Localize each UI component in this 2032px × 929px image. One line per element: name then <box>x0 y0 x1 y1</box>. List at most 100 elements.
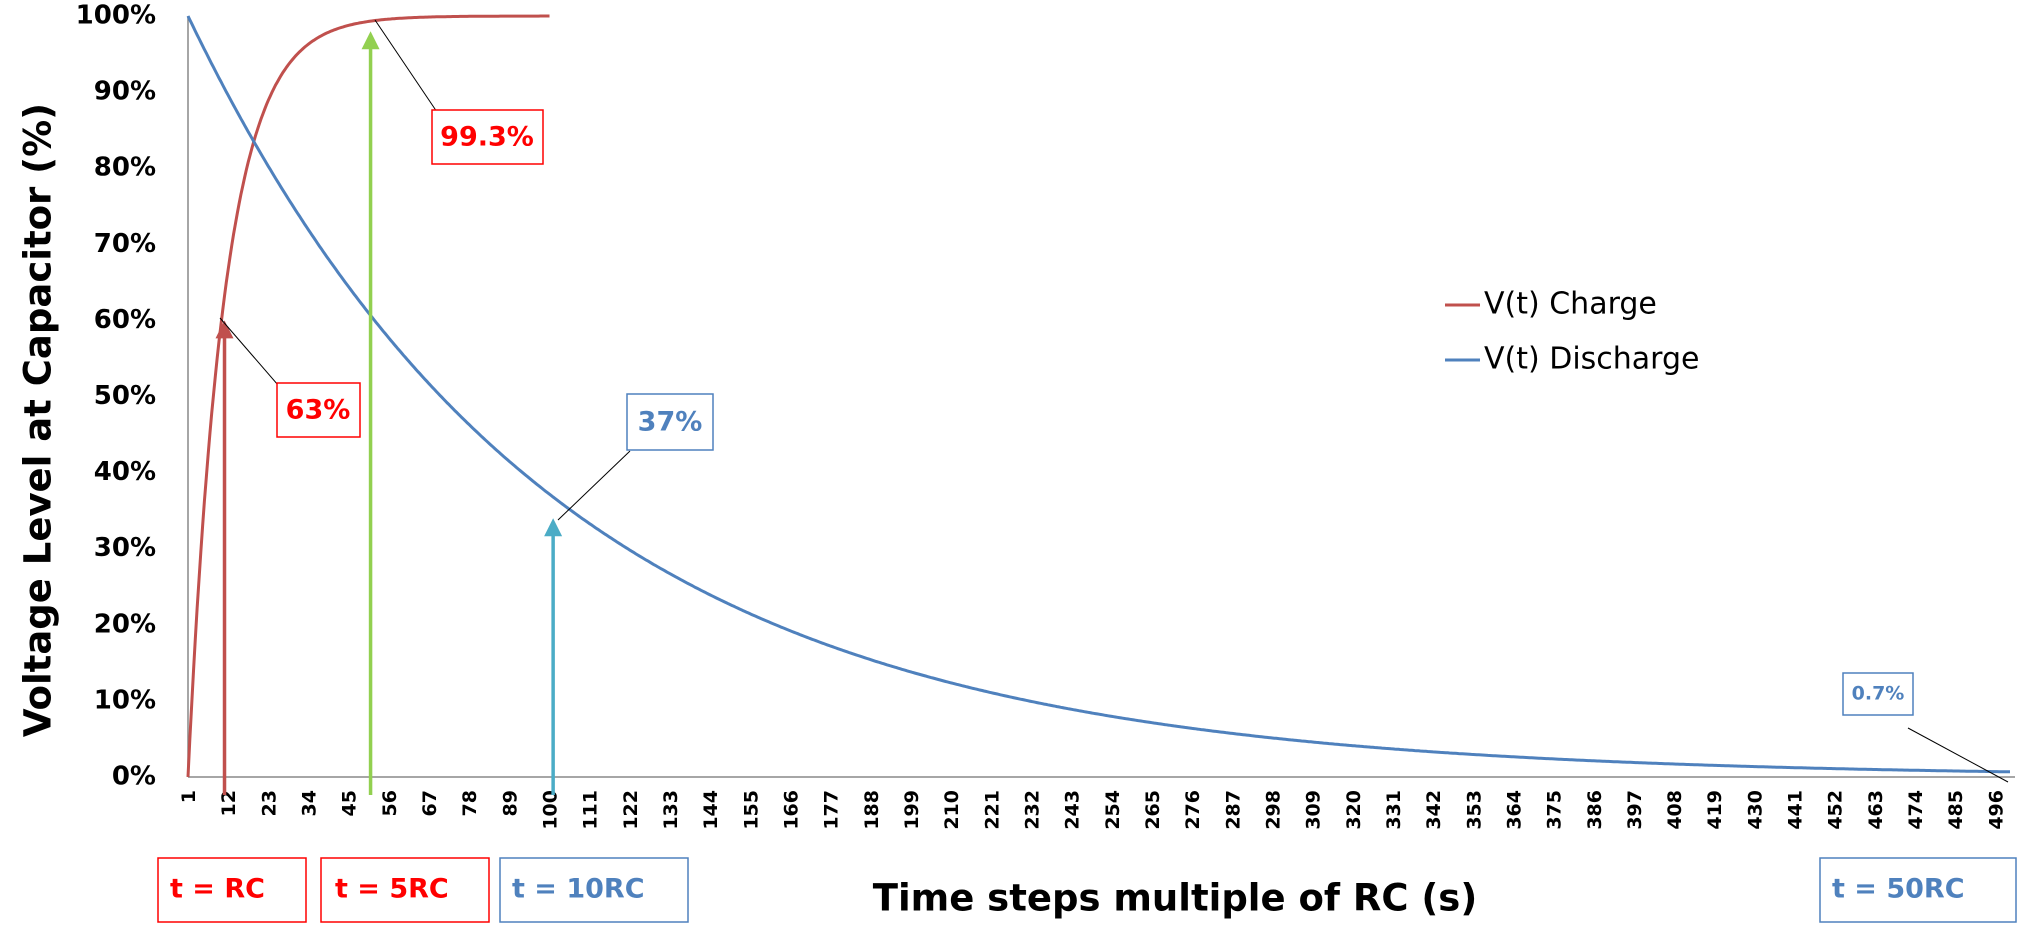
y-tick-label: 10% <box>94 685 156 715</box>
callout-37-label: 37% <box>638 407 703 438</box>
x-tick-labels: 1 12 23 34 45 56 67 78 89 100 111 122 133 144 155 166 17… <box>178 790 2007 830</box>
series-line-charge <box>186 14 550 778</box>
series-lines <box>186 14 2010 778</box>
callout-37-box <box>626 393 714 451</box>
y-tick-label: 40% <box>94 457 156 487</box>
y-tick-labels: 0% 10% 20% 30% 40% 50% 60% 70% 80% 90% 100% <box>76 1 156 792</box>
x-tick-label: 133 <box>660 790 682 830</box>
time-box-50rc-label: t = 50RC <box>1832 874 1965 905</box>
callout-63-box <box>276 382 361 438</box>
x-tick-label: 56 <box>379 790 401 816</box>
x-tick-label: 320 <box>1343 790 1365 830</box>
callout-63-label: 63% <box>286 395 351 426</box>
x-tick-label: 463 <box>1865 790 1887 830</box>
callout-99-box <box>431 109 544 165</box>
x-tick-label: 364 <box>1503 790 1525 830</box>
x-tick-label: 232 <box>1021 790 1043 830</box>
x-tick-label: 287 <box>1222 790 1244 830</box>
x-tick-label: 100 <box>539 790 561 830</box>
x-tick-label: 210 <box>941 790 963 830</box>
x-tick-label: 375 <box>1544 790 1566 830</box>
x-tick-label: 485 <box>1945 790 1967 830</box>
x-tick-label: 496 <box>1985 790 2007 830</box>
arrow-head <box>544 518 563 537</box>
legend-label-charge: V(t) Charge <box>1484 287 1657 322</box>
y-tick-label: 90% <box>94 77 156 107</box>
y-tick-label: 80% <box>94 153 156 183</box>
x-tick-label: 199 <box>901 790 923 830</box>
y-tick-label: 0% <box>112 762 156 792</box>
x-tick-label: 221 <box>981 790 1003 830</box>
time-box-50rc: t = 50RC <box>1819 857 2017 923</box>
time-box-rc-frame <box>157 857 307 923</box>
time-box-10rc-frame <box>499 857 689 923</box>
series-line-discharge <box>186 15 2010 774</box>
legend-label-discharge: V(t) Discharge <box>1484 342 1700 377</box>
callout-37: 37% <box>557 393 714 521</box>
x-tick-label: 408 <box>1664 790 1686 830</box>
y-tick-label: 60% <box>94 305 156 335</box>
arrow-2 <box>361 31 380 795</box>
arrow-1 <box>215 320 234 795</box>
x-tick-label: 111 <box>580 790 602 830</box>
time-box-5rc: t = 5RC <box>320 857 490 923</box>
callout-0-7-leader <box>1907 727 2009 783</box>
y-tick-label: 30% <box>94 533 156 563</box>
x-tick-label: 23 <box>258 790 280 816</box>
x-tick-label: 177 <box>821 790 843 830</box>
x-tick-label: 1 <box>178 790 200 803</box>
callout-63-leader <box>219 317 279 386</box>
arrow-head <box>215 320 234 339</box>
x-tick-label: 243 <box>1062 790 1084 830</box>
callout-99: 99.3% <box>374 19 544 165</box>
arrows <box>215 31 563 795</box>
callout-0-7-box <box>1842 672 1914 716</box>
arrow-head <box>361 31 380 50</box>
x-axis-title: Time steps multiple of RC (s) <box>873 877 1478 920</box>
x-tick-label: 34 <box>298 790 320 816</box>
legend: V(t) Charge V(t) Discharge <box>1445 287 1700 377</box>
callout-63: 63% <box>219 317 361 438</box>
callout-99-leader <box>374 19 438 113</box>
x-tick-label: 122 <box>620 790 642 830</box>
y-axis-title: Voltage Level at Capacitor (%) <box>17 103 60 737</box>
x-tick-label: 298 <box>1262 790 1284 830</box>
x-tick-label: 265 <box>1142 790 1164 830</box>
x-tick-label: 353 <box>1463 790 1485 830</box>
x-tick-label: 331 <box>1383 790 1405 830</box>
x-tick-label: 12 <box>218 790 240 816</box>
x-tick-label: 254 <box>1102 790 1124 830</box>
y-tick-label: 20% <box>94 609 156 639</box>
x-tick-label: 89 <box>499 790 521 816</box>
y-tick-label: 70% <box>94 229 156 259</box>
x-tick-label: 452 <box>1825 790 1847 830</box>
time-box-10rc: t = 10RC <box>499 857 689 923</box>
x-tick-label: 441 <box>1785 790 1807 830</box>
time-box-5rc-label: t = 5RC <box>335 874 449 905</box>
x-tick-label: 155 <box>740 790 762 830</box>
callout-99-label: 99.3% <box>440 122 534 153</box>
time-box-10rc-label: t = 10RC <box>512 874 645 905</box>
time-box-5rc-frame <box>320 857 490 923</box>
x-tick-label: 67 <box>419 790 441 816</box>
x-tick-label: 419 <box>1704 790 1726 830</box>
x-tick-label: 386 <box>1584 790 1606 830</box>
x-tick-label: 309 <box>1303 790 1325 830</box>
x-tick-label: 430 <box>1744 790 1766 830</box>
x-tick-label: 144 <box>700 790 722 830</box>
x-tick-label: 166 <box>780 790 802 830</box>
callout-37-leader <box>557 450 631 521</box>
arrow-3 <box>544 518 563 795</box>
x-tick-label: 188 <box>861 790 883 830</box>
x-tick-label: 474 <box>1905 790 1927 830</box>
y-tick-label: 100% <box>76 1 156 31</box>
x-tick-label: 342 <box>1423 790 1445 830</box>
time-box-rc-label: t = RC <box>170 874 265 905</box>
x-tick-label: 397 <box>1624 790 1646 830</box>
time-box-50rc-frame <box>1819 857 2017 923</box>
x-tick-label: 276 <box>1182 790 1204 830</box>
callout-0-7-label: 0.7% <box>1852 683 1905 705</box>
x-tick-label: 78 <box>459 790 481 816</box>
time-box-rc: t = RC <box>157 857 307 923</box>
